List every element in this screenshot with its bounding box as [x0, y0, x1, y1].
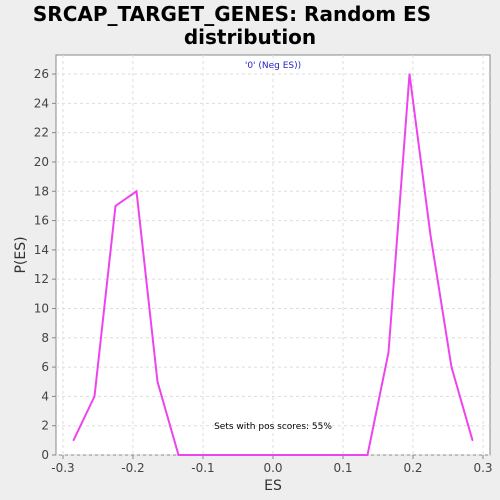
y-tick-label: 14	[34, 243, 49, 257]
chart-title-line-1: SRCAP_TARGET_GENES: Random ES	[33, 2, 431, 26]
x-tick-label: 0.3	[473, 461, 492, 475]
data-point	[472, 440, 474, 442]
data-point	[367, 454, 369, 456]
y-tick-label: 16	[34, 214, 49, 228]
data-point	[136, 190, 138, 192]
y-tick-label: 20	[34, 155, 49, 169]
y-tick-label: 2	[41, 419, 49, 433]
y-tick-label: 0	[41, 448, 49, 462]
chart-title-line-2: distribution	[184, 25, 316, 49]
y-axis-label: P(ES)	[13, 236, 29, 273]
y-tick-label: 22	[34, 126, 49, 140]
data-point	[388, 352, 390, 354]
x-tick-label: 0.2	[403, 461, 422, 475]
x-axis-label: ES	[264, 478, 282, 494]
y-tick-label: 8	[41, 331, 49, 345]
data-point	[157, 381, 159, 383]
data-point	[430, 234, 432, 236]
annotation-top: '0' (Neg ES))	[245, 61, 301, 71]
y-tick-label: 18	[34, 184, 49, 198]
data-point	[115, 205, 117, 207]
y-tick-label: 26	[34, 67, 49, 81]
data-point	[409, 73, 411, 75]
data-point	[94, 396, 96, 398]
x-tick-label: -0.1	[191, 461, 214, 475]
data-point	[178, 454, 180, 456]
y-tick-label: 4	[41, 389, 49, 403]
x-tick-label: 0.1	[333, 461, 352, 475]
y-tick-label: 24	[34, 96, 49, 110]
data-point	[73, 440, 75, 442]
x-tick-label: -0.2	[121, 461, 144, 475]
y-tick-label: 6	[41, 360, 49, 374]
y-tick-label: 10	[34, 301, 49, 315]
x-tick-label: -0.3	[51, 461, 74, 475]
y-tick-label: 12	[34, 272, 49, 286]
x-tick-label: 0.0	[263, 461, 282, 475]
annotation-pos-scores: Sets with pos scores: 55%	[214, 422, 332, 432]
data-point	[451, 366, 453, 368]
